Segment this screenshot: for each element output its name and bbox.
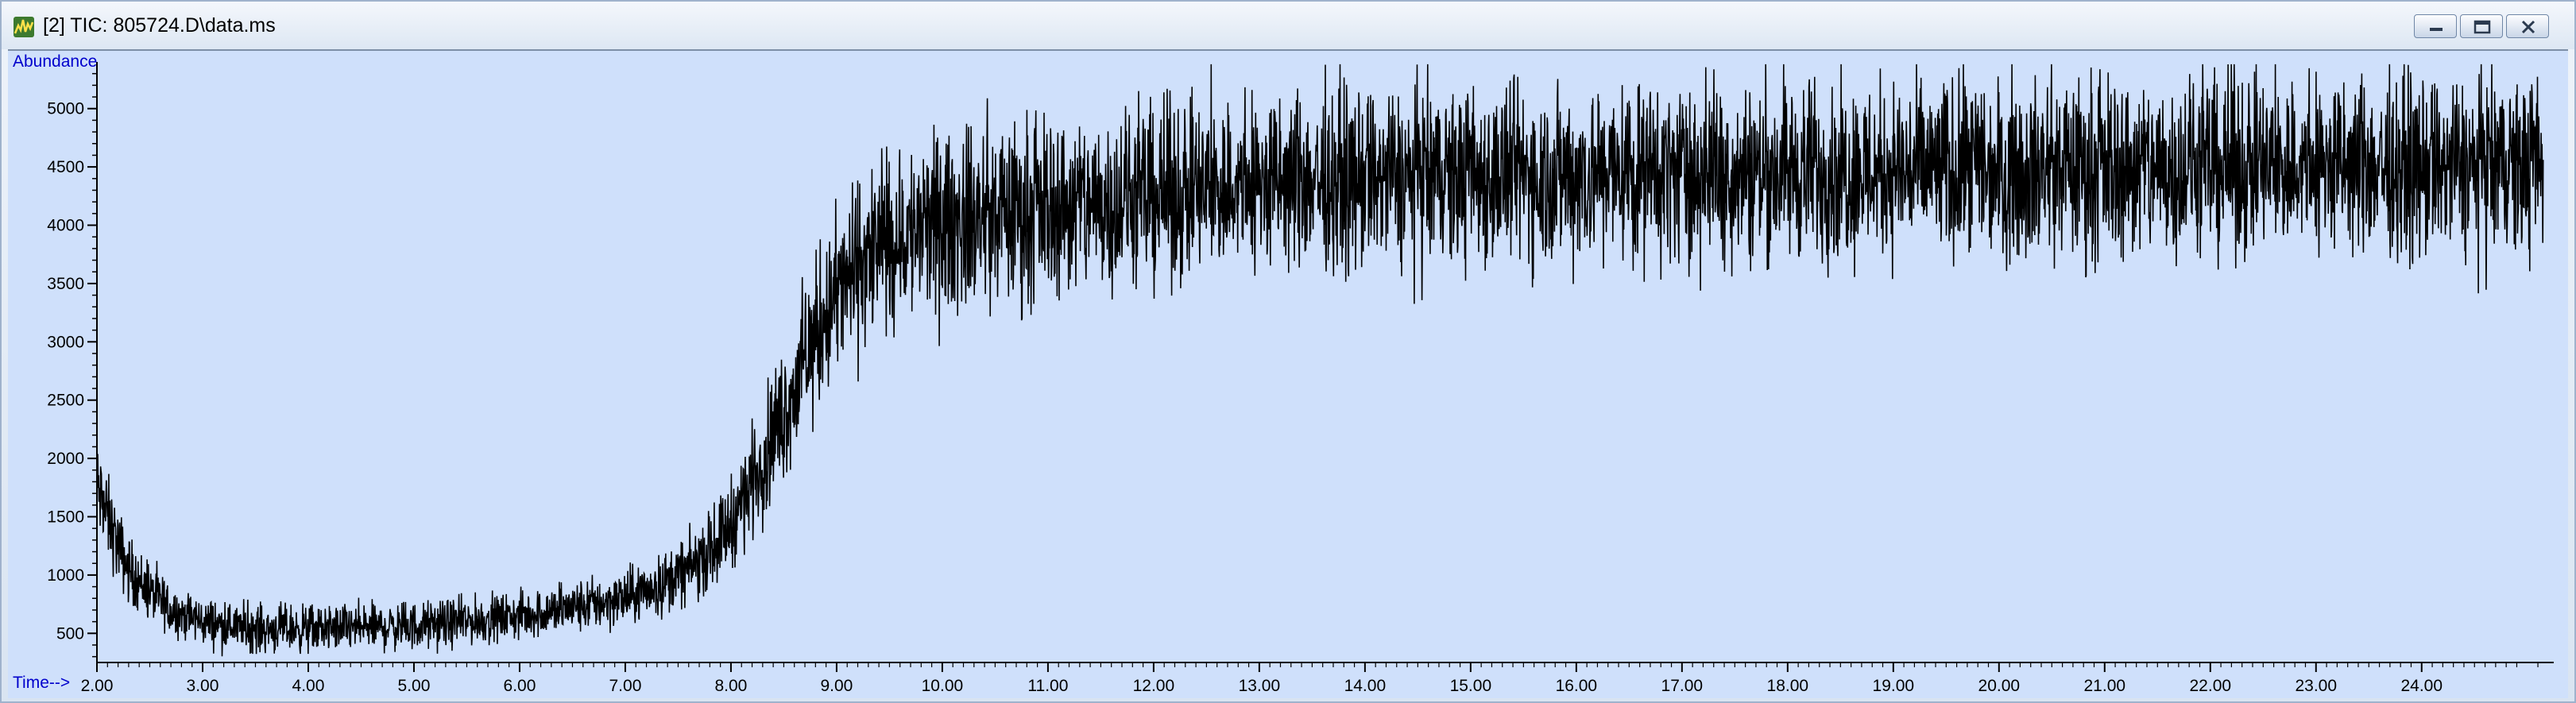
x-tick-label: 11.00: [1027, 677, 1068, 695]
window-title: [2] TIC: 805724.D\data.ms: [43, 14, 276, 37]
x-tick-label: 24.00: [2400, 677, 2443, 695]
x-ticks: 2.00 3.00 4.00 5.00 6.00 7.00 8.00 9.00 10.00 11.…: [81, 662, 2539, 695]
x-tick-label: 6.00: [504, 677, 536, 695]
y-tick-label: 5000: [47, 100, 84, 118]
x-tick-label: 18.00: [1767, 677, 1809, 695]
x-tick-label: 12.00: [1133, 677, 1175, 695]
x-tick-label: 19.00: [1873, 677, 1915, 695]
y-tick-label: 4500: [47, 158, 84, 176]
title-bar[interactable]: [2] TIC: 805724.D\data.ms: [2, 2, 2574, 49]
y-ticks: 500 1000 1500 2000 2500 3000 3500 4000 4500 5000: [47, 72, 97, 658]
x-tick-label: 5.00: [398, 677, 431, 695]
y-tick-label: 4000: [47, 217, 84, 235]
x-tick-label: 2.00: [81, 677, 114, 695]
x-tick-label: 3.00: [187, 677, 219, 695]
minimize-icon: [2430, 28, 2443, 31]
y-tick-label: 2500: [47, 392, 84, 410]
x-tick-label: 23.00: [2295, 677, 2337, 695]
x-tick-label: 10.00: [922, 677, 964, 695]
x-tick-label: 17.00: [1661, 677, 1704, 695]
maximize-icon: [2474, 20, 2491, 34]
maximize-button[interactable]: [2460, 14, 2503, 38]
y-tick-label: 3000: [47, 333, 84, 351]
trace-layer: [96, 64, 2544, 657]
spectrum-icon: [14, 17, 34, 37]
tic-trace-line: [96, 64, 2544, 657]
x-tick-label: 9.00: [820, 677, 853, 695]
close-icon: [2521, 20, 2535, 34]
y-axis-label: Abundance: [13, 52, 97, 71]
plot-area[interactable]: Abundance Time--> 500 1000 1500 2000 2500 300…: [8, 49, 2568, 698]
y-tick-label: 1000: [47, 566, 84, 585]
close-button[interactable]: [2506, 14, 2549, 38]
y-tick-label: 1500: [47, 508, 84, 527]
x-tick-label: 8.00: [714, 677, 747, 695]
x-tick-label: 16.00: [1556, 677, 1598, 695]
x-tick-label: 21.00: [2084, 677, 2126, 695]
x-tick-label: 14.00: [1344, 677, 1387, 695]
axes-layer: [96, 62, 2554, 663]
x-tick-label: 7.00: [609, 677, 642, 695]
tic-chart[interactable]: Abundance Time--> 500 1000 1500 2000 2500 300…: [8, 51, 2568, 698]
y-tick-label: 2000: [47, 450, 84, 468]
minimize-button[interactable]: [2414, 14, 2457, 38]
y-tick-label: 3500: [47, 275, 84, 293]
x-tick-label: 4.00: [292, 677, 325, 695]
x-tick-label: 13.00: [1239, 677, 1281, 695]
x-tick-label: 20.00: [1978, 677, 2021, 695]
x-tick-label: 22.00: [2190, 677, 2232, 695]
x-axis-label: Time-->: [13, 674, 70, 692]
y-tick-label: 500: [56, 624, 84, 643]
x-tick-label: 15.00: [1450, 677, 1492, 695]
